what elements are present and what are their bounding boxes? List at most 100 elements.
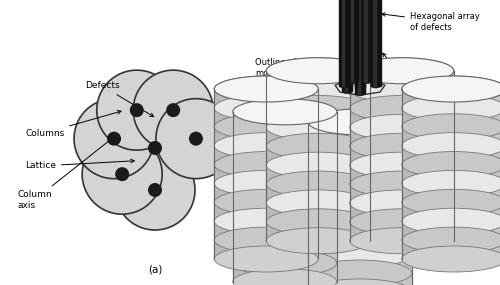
Ellipse shape bbox=[233, 250, 337, 276]
Ellipse shape bbox=[342, 88, 352, 93]
Ellipse shape bbox=[370, 83, 380, 88]
Ellipse shape bbox=[308, 195, 412, 221]
Ellipse shape bbox=[233, 155, 337, 182]
Polygon shape bbox=[342, 0, 344, 86]
Ellipse shape bbox=[233, 174, 337, 200]
Ellipse shape bbox=[308, 82, 412, 108]
Polygon shape bbox=[266, 71, 284, 241]
Polygon shape bbox=[364, 0, 367, 81]
Polygon shape bbox=[436, 71, 454, 241]
Text: Defects: Defects bbox=[85, 82, 154, 117]
Ellipse shape bbox=[266, 228, 370, 254]
Text: Hexagonal array
of columns: Hexagonal array of columns bbox=[408, 125, 478, 157]
Circle shape bbox=[82, 134, 162, 214]
Ellipse shape bbox=[308, 260, 412, 285]
Ellipse shape bbox=[308, 128, 412, 154]
Polygon shape bbox=[233, 112, 251, 282]
Ellipse shape bbox=[350, 58, 454, 84]
Polygon shape bbox=[358, 0, 360, 87]
Polygon shape bbox=[214, 89, 318, 259]
Ellipse shape bbox=[340, 83, 349, 88]
Circle shape bbox=[74, 99, 154, 179]
Text: Column
axis: Column axis bbox=[17, 136, 115, 210]
Circle shape bbox=[148, 141, 162, 155]
Ellipse shape bbox=[308, 222, 412, 248]
Ellipse shape bbox=[350, 114, 454, 141]
Circle shape bbox=[115, 167, 129, 181]
Ellipse shape bbox=[266, 95, 370, 121]
Ellipse shape bbox=[214, 133, 318, 159]
Circle shape bbox=[107, 132, 121, 146]
Polygon shape bbox=[402, 89, 500, 259]
Polygon shape bbox=[348, 0, 358, 81]
Ellipse shape bbox=[308, 166, 412, 192]
Ellipse shape bbox=[214, 114, 318, 140]
Ellipse shape bbox=[350, 190, 454, 216]
Polygon shape bbox=[308, 122, 412, 285]
Circle shape bbox=[97, 70, 177, 150]
Ellipse shape bbox=[308, 279, 412, 285]
Polygon shape bbox=[308, 95, 412, 265]
Polygon shape bbox=[362, 0, 372, 81]
Polygon shape bbox=[272, 112, 298, 282]
Ellipse shape bbox=[402, 133, 500, 159]
Ellipse shape bbox=[362, 79, 372, 84]
Polygon shape bbox=[214, 89, 233, 259]
Ellipse shape bbox=[214, 95, 318, 121]
Circle shape bbox=[166, 103, 180, 117]
Ellipse shape bbox=[214, 208, 318, 234]
Ellipse shape bbox=[214, 76, 318, 102]
Ellipse shape bbox=[350, 152, 454, 178]
Ellipse shape bbox=[214, 227, 318, 253]
Ellipse shape bbox=[402, 246, 500, 272]
Ellipse shape bbox=[266, 133, 370, 159]
Ellipse shape bbox=[266, 171, 370, 197]
Polygon shape bbox=[394, 95, 412, 265]
Ellipse shape bbox=[402, 170, 500, 196]
Ellipse shape bbox=[308, 233, 412, 259]
Ellipse shape bbox=[348, 79, 358, 84]
Polygon shape bbox=[358, 0, 360, 93]
Polygon shape bbox=[350, 0, 353, 81]
Ellipse shape bbox=[266, 190, 370, 216]
Ellipse shape bbox=[233, 212, 337, 238]
Ellipse shape bbox=[308, 139, 412, 165]
Ellipse shape bbox=[350, 95, 454, 121]
Text: Defects: Defects bbox=[382, 53, 427, 89]
Circle shape bbox=[148, 183, 162, 197]
Polygon shape bbox=[306, 71, 332, 241]
Ellipse shape bbox=[308, 158, 412, 184]
Ellipse shape bbox=[308, 101, 412, 127]
Ellipse shape bbox=[350, 133, 454, 159]
Polygon shape bbox=[233, 112, 337, 282]
Polygon shape bbox=[441, 89, 467, 259]
Polygon shape bbox=[352, 71, 370, 241]
Ellipse shape bbox=[233, 99, 337, 125]
Ellipse shape bbox=[233, 99, 337, 125]
Ellipse shape bbox=[350, 58, 454, 84]
Circle shape bbox=[189, 132, 203, 146]
Ellipse shape bbox=[350, 171, 454, 197]
Polygon shape bbox=[355, 0, 365, 93]
Ellipse shape bbox=[308, 109, 412, 135]
Text: Outline of
molecules: Outline of molecules bbox=[255, 58, 298, 180]
Ellipse shape bbox=[308, 252, 412, 278]
Ellipse shape bbox=[214, 246, 318, 272]
Polygon shape bbox=[402, 89, 420, 259]
Ellipse shape bbox=[402, 189, 500, 215]
Ellipse shape bbox=[402, 76, 500, 102]
Ellipse shape bbox=[266, 152, 370, 178]
Ellipse shape bbox=[402, 95, 500, 121]
Ellipse shape bbox=[266, 209, 370, 235]
Ellipse shape bbox=[266, 58, 370, 84]
Ellipse shape bbox=[308, 241, 412, 267]
Polygon shape bbox=[308, 122, 326, 285]
Polygon shape bbox=[370, 0, 380, 86]
Polygon shape bbox=[350, 71, 368, 241]
Polygon shape bbox=[253, 89, 279, 259]
Text: Hexagonal array
of defects: Hexagonal array of defects bbox=[382, 12, 480, 32]
Circle shape bbox=[133, 70, 213, 150]
Ellipse shape bbox=[402, 152, 500, 178]
Ellipse shape bbox=[308, 109, 412, 135]
Text: Columns: Columns bbox=[25, 111, 121, 137]
